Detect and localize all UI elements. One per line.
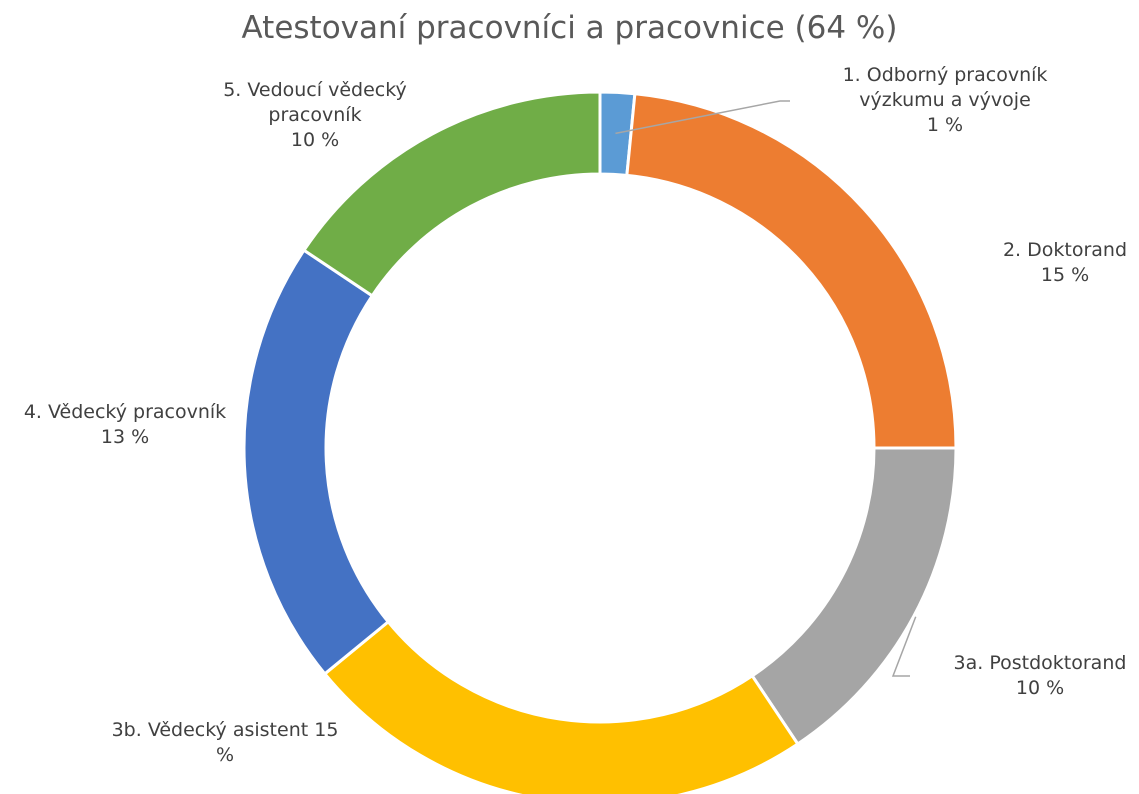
chart-title: Atestovaní pracovníci a pracovnice (64 %… bbox=[241, 10, 898, 46]
donut-slice-5 bbox=[242, 248, 391, 676]
donut-slice-4 bbox=[322, 619, 800, 794]
data-label-1: 1. Odborný pracovník výzkumu a vývoje 1 % bbox=[842, 64, 1048, 136]
data-label-2: 2. Doktorand 15 % bbox=[1002, 239, 1128, 286]
data-label-3: 3a. Postdoktorand 10 % bbox=[953, 652, 1127, 699]
donut-slice-2 bbox=[625, 92, 958, 450]
leader-line-1 bbox=[615, 100, 790, 135]
donut-slice-6 bbox=[301, 90, 602, 298]
leader-line-3a bbox=[891, 616, 917, 677]
data-label-6: 5. Vedoucí vědecký pracovník 10 % bbox=[223, 79, 407, 151]
data-label-5: 4. Vědecký pracovník 13 % bbox=[23, 401, 227, 448]
data-label-4: 3b. Vědecký asistent 15% bbox=[111, 719, 339, 766]
